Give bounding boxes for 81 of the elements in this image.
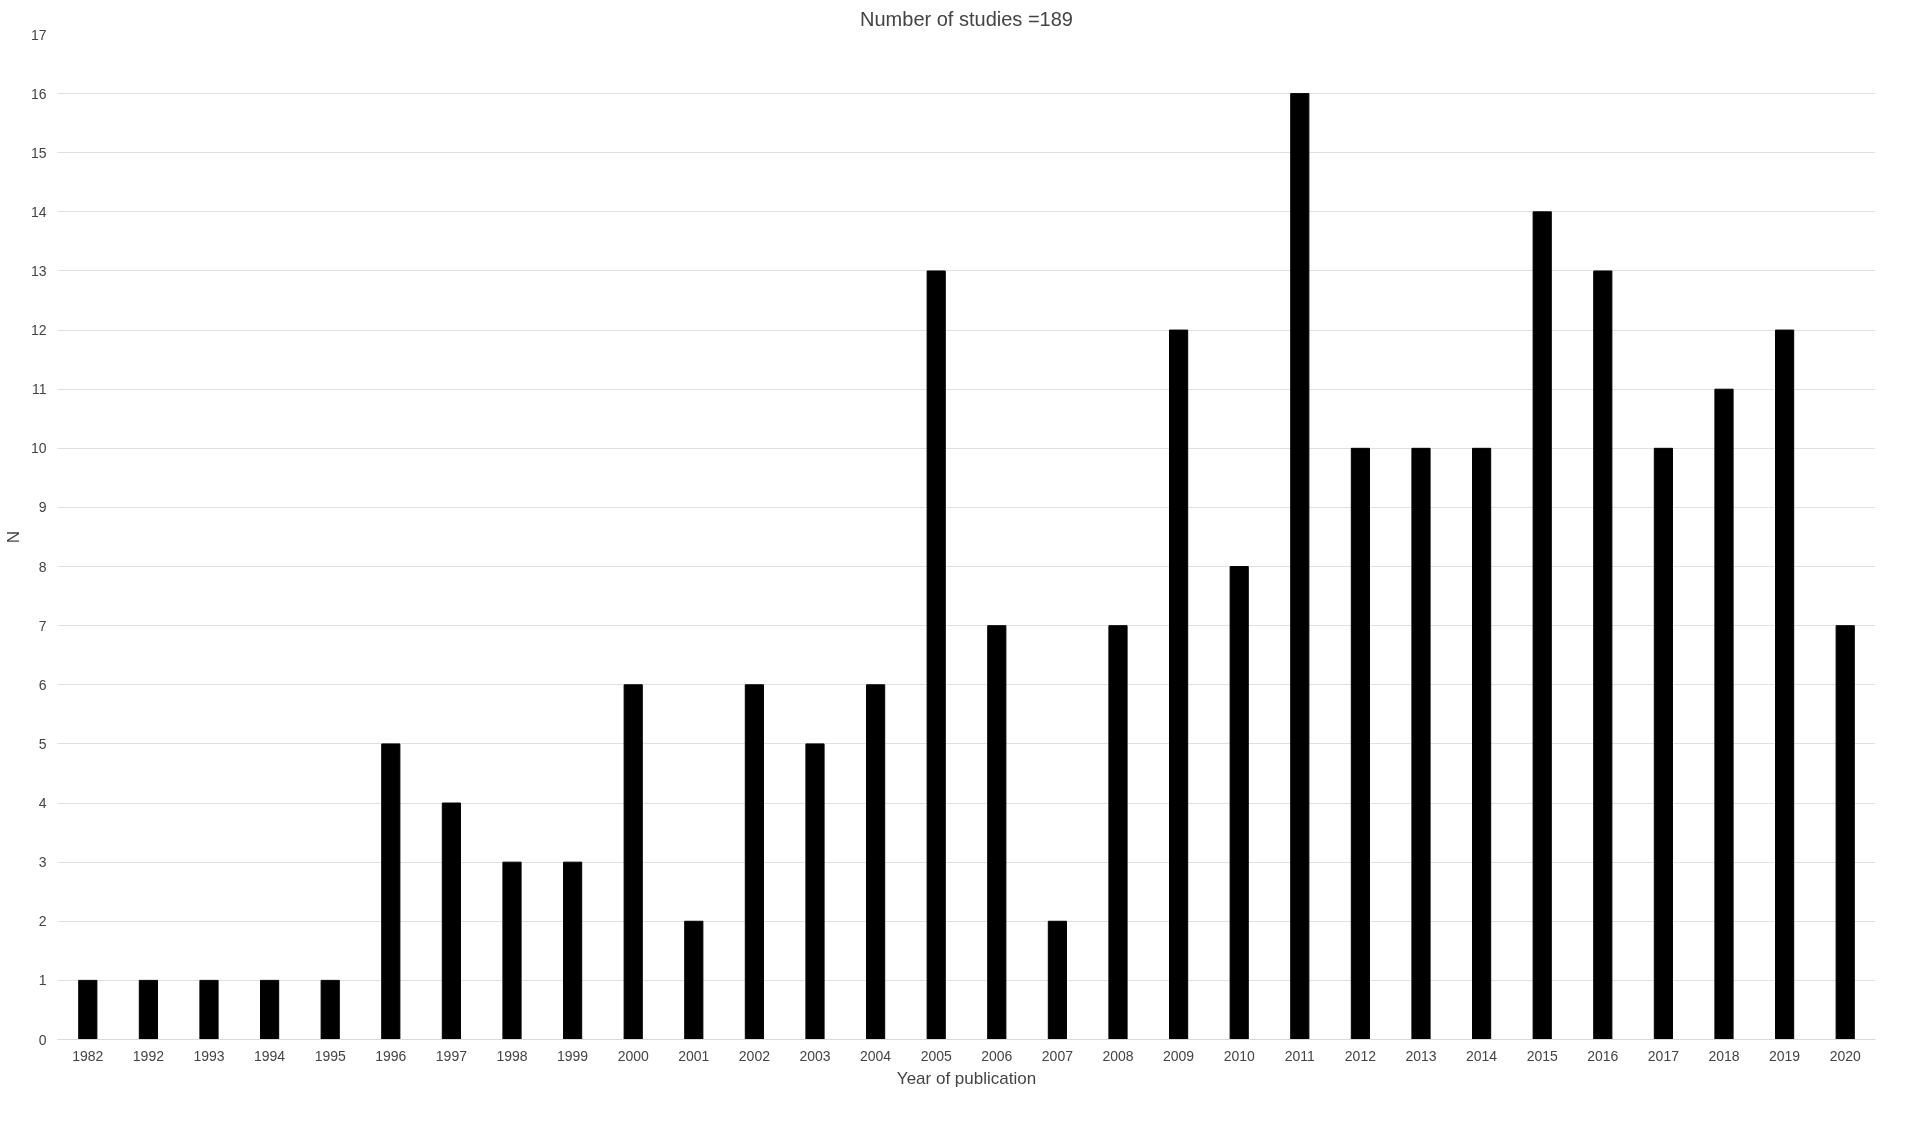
x-tick-label: 2015: [1526, 1047, 1558, 1064]
x-tick-label: 2004: [860, 1047, 892, 1064]
x-tick-label: 2000: [617, 1047, 649, 1064]
y-tick-label: 6: [38, 676, 47, 693]
y-tick-label: 15: [30, 144, 47, 161]
x-tick-label: 2016: [1587, 1047, 1619, 1064]
x-tick-label: 2019: [1769, 1047, 1801, 1064]
x-tick-label: 1998: [496, 1047, 528, 1064]
x-tick-label: 1982: [72, 1047, 104, 1064]
bar: [1169, 329, 1189, 1040]
x-tick-label: 2003: [799, 1047, 831, 1064]
bar: [1835, 625, 1855, 1040]
bar: [1290, 93, 1310, 1040]
bar: [623, 684, 643, 1040]
bar: [1653, 447, 1673, 1040]
bar: [1411, 447, 1431, 1040]
y-tick-label: 9: [38, 499, 47, 516]
x-tick-label: 2010: [1223, 1047, 1255, 1064]
x-tick-label: 2001: [678, 1047, 710, 1064]
x-tick-label: 2012: [1344, 1047, 1377, 1064]
x-tick-label: 2011: [1284, 1047, 1316, 1064]
bar: [199, 979, 219, 1040]
y-tick-label: 10: [30, 440, 47, 457]
x-tick-label: 2002: [738, 1047, 771, 1064]
bar: [866, 684, 886, 1040]
bar: [1229, 566, 1249, 1040]
bar: [381, 743, 401, 1040]
y-tick-label: 0: [38, 1031, 47, 1048]
x-tick-label: 2006: [981, 1047, 1013, 1064]
bar: [926, 270, 946, 1040]
bar: [563, 861, 583, 1040]
bar: [260, 979, 280, 1040]
y-tick-label: 3: [38, 854, 47, 871]
x-tick-label: 2014: [1466, 1047, 1498, 1064]
bar: [138, 979, 158, 1040]
bar: [78, 979, 98, 1040]
y-tick-label: 5: [38, 735, 47, 752]
x-tick-label: 2008: [1102, 1047, 1134, 1064]
bar: [1775, 329, 1795, 1040]
x-tick-label: 1992: [132, 1047, 165, 1064]
bar: [684, 920, 704, 1040]
x-tick-label: 1999: [557, 1047, 589, 1064]
y-tick-label: 8: [38, 558, 47, 575]
y-tick-label: 13: [30, 262, 47, 279]
y-tick-label: 4: [38, 795, 47, 812]
x-tick-label: 1993: [193, 1047, 225, 1064]
chart-title: Number of studies =189: [860, 7, 1073, 30]
x-tick-label: 2018: [1708, 1047, 1740, 1064]
y-tick-label: 7: [38, 617, 47, 634]
y-axis-title: N: [3, 530, 23, 544]
bar: [1350, 447, 1370, 1040]
y-tick-label: 12: [30, 322, 47, 339]
x-tick-label: 2005: [920, 1047, 952, 1064]
x-tick-label: 2013: [1405, 1047, 1437, 1064]
bar: [1108, 625, 1128, 1040]
bar: [1532, 211, 1552, 1040]
bar: [1472, 447, 1492, 1040]
x-tick-label: 1995: [314, 1047, 346, 1064]
x-tick-label: 2007: [1041, 1047, 1074, 1064]
bar: [502, 861, 522, 1040]
bar: [1047, 920, 1067, 1040]
y-tick-label: 1: [38, 972, 47, 989]
x-tick-label: 1994: [254, 1047, 286, 1064]
x-tick-label: 1996: [375, 1047, 407, 1064]
y-tick-label: 14: [30, 203, 47, 220]
x-axis-title: Year of publication: [896, 1068, 1037, 1088]
bar: [1593, 270, 1613, 1040]
y-tick-label: 17: [30, 26, 47, 43]
x-tick-label: 2017: [1647, 1047, 1680, 1064]
bar: [744, 684, 764, 1040]
bar: [805, 743, 825, 1040]
bar: [1714, 388, 1734, 1040]
y-tick-label: 11: [31, 381, 47, 398]
x-tick-label: 2020: [1829, 1047, 1861, 1064]
x-tick-label: 2009: [1163, 1047, 1195, 1064]
y-tick-label: 16: [30, 85, 47, 102]
y-tick-label: 2: [38, 913, 47, 930]
bar: [987, 625, 1007, 1040]
x-tick-label: 1997: [435, 1047, 468, 1064]
bar: [441, 802, 461, 1040]
bar: [320, 979, 340, 1040]
